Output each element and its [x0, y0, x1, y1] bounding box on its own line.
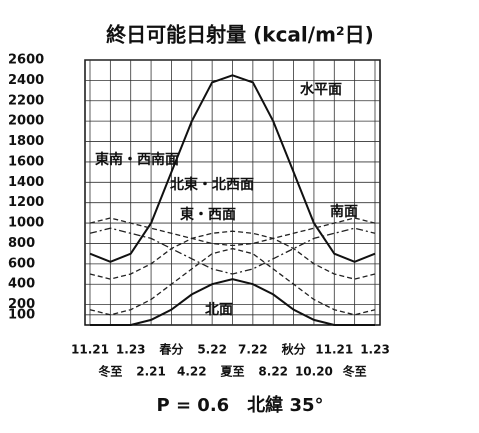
y-tick-label: 1600 [8, 154, 44, 169]
x-tick-label: 8.22 [258, 365, 288, 379]
y-tick-label: 2600 [8, 53, 44, 68]
y-tick-label: 1200 [8, 195, 44, 210]
x-tick-label: 10.20 [295, 365, 333, 379]
y-tick-label: 1400 [8, 175, 44, 190]
x-tick-label: 冬至 [343, 364, 367, 379]
x-tick-label: 11.21 [71, 343, 109, 357]
series-label: 東・西面 [180, 206, 236, 223]
x-tick-label: 7.22 [238, 343, 268, 357]
x-tick-label: 1.23 [360, 343, 390, 357]
y-tick-label: 2200 [8, 93, 44, 108]
chart-title: 終日可能日射量 (kcal/m²日) [106, 23, 374, 47]
x-tick-label: 秋分 [282, 342, 306, 357]
x-tick-label: 5.22 [197, 343, 227, 357]
x-tick-label: 冬至 [98, 364, 122, 379]
x-tick-label: 1.23 [116, 343, 146, 357]
y-tick-label: 2000 [8, 114, 44, 129]
x-tick-label: 春分 [158, 342, 183, 357]
series-label: 北面 [205, 302, 233, 318]
x-tick-label: 4.22 [177, 365, 207, 379]
series-label: 東南・西南面 [95, 151, 179, 168]
y-tick-label: 2400 [8, 73, 44, 88]
footer-note: P = 0.6 北緯 35° [156, 394, 323, 416]
chart: 終日可能日射量 (kcal/m²日) P = 0.6 北緯 35° 100200… [0, 0, 479, 429]
x-tick-label: 11.21 [315, 343, 353, 357]
y-tick-label: 400 [8, 277, 35, 292]
y-tick-label: 200 [8, 297, 35, 312]
x-tick-label: 夏至 [220, 365, 244, 379]
y-tick-label: 800 [8, 236, 35, 251]
series-label: 北東・北西面 [170, 176, 254, 193]
y-tick-label: 600 [8, 256, 35, 271]
x-tick-label: 2.21 [136, 365, 166, 379]
y-tick-label: 1800 [8, 134, 44, 149]
series-label: 水平面 [300, 81, 342, 98]
y-tick-label: 1000 [8, 216, 44, 231]
series-label: 南面 [330, 203, 358, 220]
